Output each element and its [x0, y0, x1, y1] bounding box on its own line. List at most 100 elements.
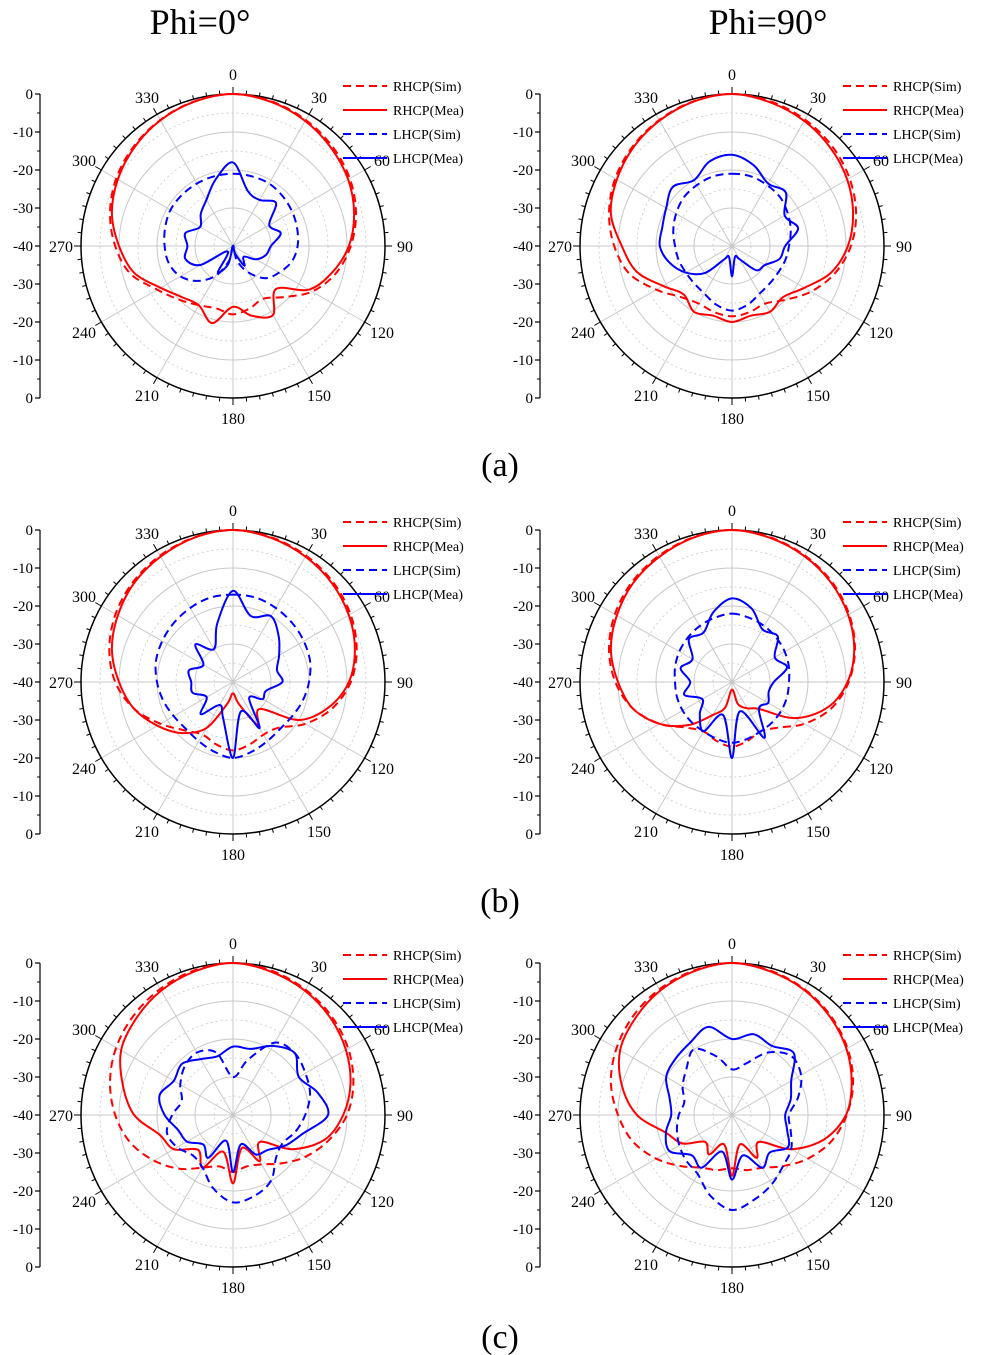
ring-tick [594, 166, 601, 171]
grid-spoke [655, 550, 733, 683]
ring-tick [192, 1261, 195, 1266]
ring-tick [104, 1201, 109, 1205]
ring-tick [807, 977, 812, 984]
grid-spoke [232, 114, 310, 247]
ring-tick [95, 1190, 102, 1195]
ring-tick [258, 961, 261, 966]
ring-tick [166, 1252, 170, 1257]
ring-tick [205, 92, 208, 97]
ring-tick [581, 720, 586, 723]
radial-tick-label: -20 [13, 599, 33, 615]
ring-tick [375, 297, 380, 300]
radial-tick-label: 0 [526, 956, 534, 972]
ring-tick [143, 1239, 147, 1244]
ring-tick [192, 964, 195, 969]
grid-spoke [232, 983, 310, 1116]
ring-tick [340, 135, 344, 139]
angle-label: 270 [548, 1108, 572, 1125]
ring-tick [284, 968, 287, 973]
angle-label: 30 [810, 959, 826, 976]
ring-tick [881, 707, 886, 710]
ring-tick [370, 745, 375, 749]
angle-label: 330 [634, 90, 658, 107]
ring-tick [590, 309, 595, 313]
angle-label: 120 [869, 325, 893, 342]
ring-tick [364, 166, 371, 171]
ring-tick [704, 1264, 707, 1269]
legend-label: RHCP(Mea) [893, 973, 964, 988]
ring-tick [704, 528, 707, 533]
ring-tick [757, 528, 760, 533]
ring-tick [783, 968, 786, 973]
ring-tick [308, 1246, 313, 1253]
angle-label: 330 [135, 90, 159, 107]
ring-tick [783, 1257, 786, 1262]
angle-label: 0 [229, 936, 237, 953]
ring-tick [783, 824, 786, 829]
ring-tick [153, 977, 158, 984]
ring-tick [665, 104, 669, 109]
radial-tick-label: 0 [26, 956, 34, 972]
ring-tick [375, 1166, 380, 1169]
grid-spoke [600, 681, 733, 759]
grid-spoke [101, 605, 234, 683]
ring-tick [848, 1212, 852, 1216]
ring-tick [878, 641, 883, 644]
angle-label: 180 [720, 411, 744, 428]
ring-tick [594, 757, 601, 762]
angle-label: 90 [896, 1108, 912, 1125]
grid-spoke [731, 681, 809, 814]
ring-tick [874, 628, 879, 631]
ring-tick [881, 1087, 886, 1090]
ring-tick [578, 654, 583, 657]
ring-tick [691, 1261, 694, 1266]
ring-tick [296, 819, 300, 824]
ring-tick [86, 733, 91, 736]
angle-label: 120 [869, 761, 893, 778]
series-lhcp-mea [679, 597, 789, 760]
angle-label: 270 [548, 675, 572, 692]
angle-label: 330 [634, 526, 658, 543]
ring-tick [205, 395, 208, 400]
ring-tick [166, 104, 170, 109]
ring-tick [818, 806, 822, 811]
ring-tick [79, 654, 84, 657]
ring-tick [874, 192, 879, 195]
angle-label: 330 [135, 959, 159, 976]
polar-plot: 0 30 60 90 120 150 180 210 240 270 300 330 0 -10 -20 -3… [513, 67, 964, 428]
ring-tick [330, 1231, 334, 1235]
ring-tick [349, 581, 353, 585]
grid-spoke [101, 169, 234, 247]
ring-tick [113, 343, 117, 347]
ring-tick [807, 813, 812, 820]
series-lhcp-sim [672, 172, 792, 312]
ring-tick [590, 179, 595, 183]
ring-tick [86, 628, 91, 631]
angle-label: 0 [728, 503, 736, 520]
ring-tick [590, 1048, 595, 1052]
ring-tick [829, 1231, 833, 1235]
ring-tick [839, 1222, 843, 1226]
ring-tick [581, 641, 586, 644]
grid-spoke [600, 245, 733, 323]
radial-tick-label: -20 [13, 751, 33, 767]
ring-tick [296, 383, 300, 388]
ring-tick [91, 745, 96, 749]
grid-spoke [731, 681, 864, 759]
ring-tick [678, 824, 681, 829]
ring-tick [863, 1190, 870, 1195]
ring-tick [153, 544, 158, 551]
grid-spoke [731, 114, 809, 247]
angle-label: 300 [571, 1022, 595, 1039]
grid-spoke [156, 114, 234, 247]
radial-tick-label: -10 [513, 125, 533, 141]
radial-tick-label: 0 [26, 523, 34, 539]
ring-tick [869, 745, 874, 749]
grid-spoke [232, 605, 365, 683]
radial-tick-label: -10 [13, 1222, 33, 1238]
ring-tick [86, 1166, 91, 1169]
ring-tick [357, 332, 362, 336]
ring-tick [82, 720, 87, 723]
ring-tick [612, 145, 616, 149]
legend-label: LHCP(Sim) [893, 997, 961, 1012]
